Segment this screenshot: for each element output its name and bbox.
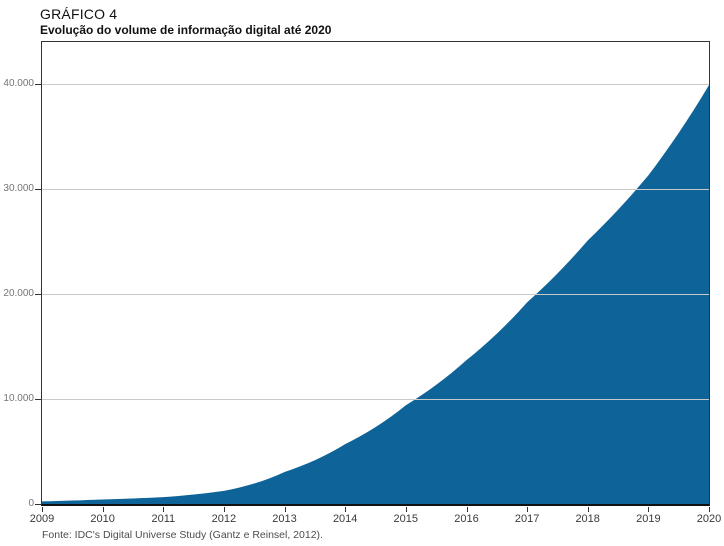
area-series (42, 85, 709, 504)
x-axis-tick-label: 2013 (272, 513, 297, 525)
x-axis-tick (42, 507, 43, 512)
y-gridline (42, 294, 709, 295)
x-axis-tick-label: 2017 (514, 513, 540, 525)
x-axis-tick-label: 2019 (636, 513, 661, 525)
x-axis-tick (163, 507, 165, 512)
y-axis-tick-label: 20.000 (3, 288, 34, 299)
x-axis-tick (709, 507, 710, 512)
plot-area (41, 41, 710, 506)
x-axis-tick (527, 507, 529, 512)
y-axis-tick-label: 0 (28, 498, 34, 509)
x-axis-tick (284, 507, 286, 512)
y-gridline (42, 189, 709, 190)
x-axis-tick-label: 2016 (454, 513, 479, 525)
y-axis-tick-label: 40.000 (3, 78, 34, 89)
x-axis-tick (587, 507, 589, 512)
x-axis-tick-label: 2014 (332, 513, 358, 525)
x-axis-tick (405, 507, 407, 512)
x-axis-tick (223, 507, 225, 512)
source-note: Fonte: IDC's Digital Universe Study (Gan… (42, 529, 323, 541)
y-axis-tick-label: 30.000 (3, 183, 34, 194)
x-axis-tick (345, 507, 347, 512)
x-axis-tick-label: 2018 (575, 513, 600, 525)
x-axis-tick-label: 2015 (393, 513, 419, 525)
x-axis-tick (648, 507, 650, 512)
x-axis-tick-label: 2011 (151, 513, 176, 525)
x-axis-tick-label: 2020 (696, 513, 722, 525)
x-axis-tick-label: 2010 (90, 513, 115, 525)
y-gridline (42, 84, 709, 85)
x-axis-tick (102, 507, 104, 512)
y-axis-tick-label: 10.000 (3, 393, 34, 404)
y-gridline (42, 399, 709, 400)
x-axis-tick (466, 507, 468, 512)
x-axis-tick-label: 2012 (211, 513, 237, 525)
x-axis-tick-label: 2009 (29, 513, 55, 525)
chart-number-label: GRÁFICO 4 (40, 6, 118, 22)
chart-title: Evolução do volume de informação digital… (40, 23, 332, 37)
